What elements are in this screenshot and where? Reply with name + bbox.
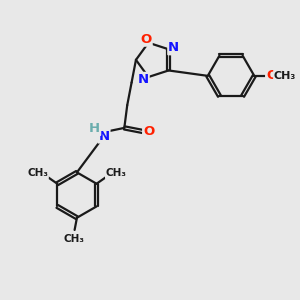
Text: O: O <box>143 125 154 138</box>
Text: N: N <box>138 73 149 86</box>
Text: CH₃: CH₃ <box>64 234 85 244</box>
Text: CH₃: CH₃ <box>274 71 296 81</box>
Text: O: O <box>140 33 152 46</box>
Text: CH₃: CH₃ <box>106 168 127 178</box>
Text: N: N <box>168 41 179 54</box>
Text: O: O <box>266 69 278 82</box>
Text: CH₃: CH₃ <box>27 168 48 178</box>
Text: N: N <box>98 130 110 142</box>
Text: H: H <box>89 122 100 135</box>
